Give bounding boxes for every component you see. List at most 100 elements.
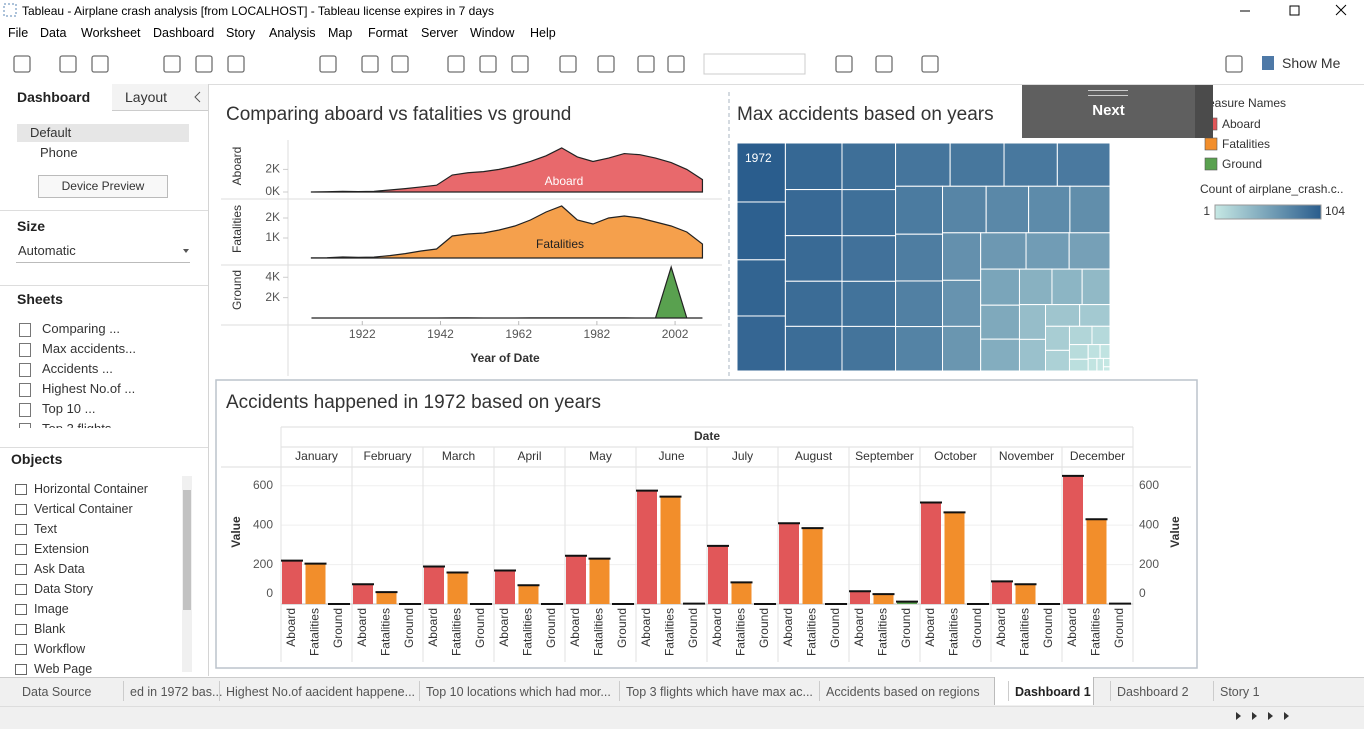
legend-swatch [1205, 138, 1217, 150]
bar-axis-label: Fatalities [876, 608, 890, 656]
month-label: April [517, 449, 541, 463]
treemap-cell [1088, 358, 1097, 371]
new-sheet-icon [320, 56, 336, 72]
legend-swatch [1205, 158, 1217, 170]
column-header: Date [694, 429, 720, 443]
month-label: August [795, 449, 833, 463]
treemap-cell [1069, 345, 1088, 360]
treemap-cell [1057, 143, 1110, 186]
x-tick-label: 2002 [662, 327, 689, 341]
bar-axis-label: Fatalities [805, 608, 819, 656]
x-tick-label: 1922 [349, 327, 376, 341]
home-icon [14, 56, 30, 72]
bar [1016, 584, 1036, 604]
month-label: February [363, 449, 411, 463]
treemap-cell [842, 143, 896, 190]
bar-axis-label: Fatalities [663, 608, 677, 656]
legend-title: easure Names [1208, 96, 1286, 110]
bar-axis-label: Ground [899, 608, 913, 648]
bar-axis-label: Aboard [781, 608, 795, 647]
month-label: December [1070, 449, 1125, 463]
treemap-cell [737, 260, 785, 316]
treemap-cell [896, 281, 943, 327]
row-header: Aboard [230, 147, 244, 186]
y-tick-label: 0K [265, 184, 280, 198]
forward-icon [92, 56, 108, 72]
treemap-cell [1100, 345, 1110, 359]
bar-axis-label: Ground [331, 608, 345, 648]
overlay-close-area[interactable] [1195, 85, 1213, 138]
bar [282, 561, 302, 604]
bar [732, 582, 752, 604]
bar-axis-label: Fatalities [1089, 608, 1103, 656]
chart-title: Max accidents based on years [737, 104, 994, 125]
bar-axis-label: Ground [544, 608, 558, 648]
sort-asc-icon [480, 56, 496, 72]
treemap-cell [1019, 339, 1045, 371]
legend-label: Fatalities [1222, 137, 1270, 151]
month-label: May [589, 449, 612, 463]
y-tick-label: 2K [265, 210, 280, 224]
bar-axis-label: Fatalities [592, 608, 606, 656]
area [311, 148, 702, 192]
treemap-cell [896, 186, 943, 234]
y-tick-label: 2K [265, 290, 280, 304]
treemap-cell [943, 186, 987, 233]
treemap-cell [896, 234, 943, 281]
next-button[interactable]: Next [1022, 102, 1195, 119]
bar-axis-label: Aboard [426, 608, 440, 647]
show-cards-icon [836, 56, 852, 72]
bar-axis-label: Aboard [639, 608, 653, 647]
x-axis-title: Year of Date [470, 351, 540, 365]
treemap-cell [1019, 305, 1045, 340]
treemap-cell [1069, 359, 1088, 371]
label-icon [638, 56, 654, 72]
format-icon [1226, 56, 1242, 72]
treemap-cell [1092, 326, 1110, 344]
treemap-cell [842, 190, 896, 236]
clear-icon [392, 56, 408, 72]
x-tick-label: 1962 [505, 327, 532, 341]
bar [921, 502, 941, 604]
collapse-icon [195, 92, 200, 102]
month-label: January [295, 449, 338, 463]
row-header: Fatalities [230, 205, 244, 253]
bar-axis-label: Aboard [852, 608, 866, 647]
treemap-cell [1103, 367, 1110, 371]
area [311, 206, 702, 258]
y-tick-label: 2K [265, 162, 280, 176]
bar [637, 491, 657, 604]
bar-axis-label: Fatalities [947, 608, 961, 656]
color-ramp [1215, 205, 1321, 219]
chart-title: Accidents happened in 1972 based on year… [226, 392, 601, 413]
bar-axis-label: Ground [686, 608, 700, 648]
bar-axis-label: Fatalities [734, 608, 748, 656]
bar-axis-label: Ground [970, 608, 984, 648]
sort-desc-icon [512, 56, 528, 72]
month-label: November [999, 449, 1054, 463]
treemap-cell [943, 233, 981, 280]
duplicate-icon [362, 56, 378, 72]
bar [495, 570, 515, 604]
treemap-cell [785, 281, 842, 326]
new-data-icon [196, 56, 212, 72]
legend-title: Count of airplane_crash.c.. [1200, 182, 1343, 196]
bar [708, 546, 728, 604]
area-label: Fatalities [536, 237, 584, 251]
bar-axis-label: Aboard [994, 608, 1008, 647]
bar [850, 591, 870, 604]
bar [945, 512, 965, 604]
treemap-cell [785, 236, 842, 282]
treemap-cell [896, 143, 951, 186]
treemap-cell [981, 305, 1020, 339]
treemap-cell [1070, 186, 1110, 233]
bar-axis-label: Fatalities [450, 608, 464, 656]
bar-axis-label: Aboard [923, 608, 937, 647]
month-label: March [442, 449, 475, 463]
month-label: September [855, 449, 914, 463]
treemap-cell [1019, 269, 1051, 304]
y-tick-label: 0 [266, 586, 273, 600]
treemap-cell [896, 327, 943, 371]
treemap-cell [1046, 326, 1070, 350]
nav-arrow [1236, 712, 1241, 720]
